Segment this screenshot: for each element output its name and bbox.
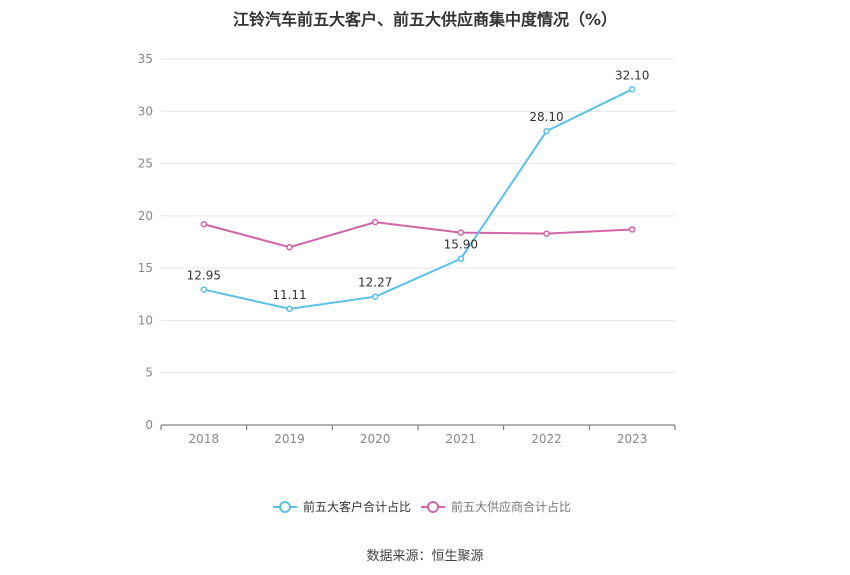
data-label: 12.27 — [358, 276, 392, 290]
x-tick-label: 2023 — [617, 432, 648, 446]
data-label: 12.95 — [187, 269, 221, 283]
x-tick-label: 2022 — [531, 432, 562, 446]
series-line — [203, 88, 633, 310]
x-tick-label: 2021 — [446, 432, 477, 446]
y-tick-label: 20 — [138, 209, 153, 223]
data-labels: 12.95 11.11 12.27 15.90 28.10 32.10 — [187, 68, 650, 301]
data-label: 32.10 — [615, 68, 649, 82]
y-tick-label: 25 — [138, 157, 153, 171]
legend-label[interactable]: 前五大供应商合计占比 — [451, 499, 571, 514]
x-tick-label: 2018 — [189, 432, 220, 446]
data-point[interactable] — [371, 293, 379, 300]
data-point[interactable] — [543, 230, 550, 237]
data-label: 11.11 — [272, 288, 306, 302]
data-label: 15.90 — [444, 238, 478, 252]
y-tick-label: 5 — [145, 366, 153, 380]
legend-marker[interactable] — [279, 501, 291, 513]
data-point[interactable] — [457, 255, 465, 262]
axes: 0 5 10 15 20 25 30 35 2018 2019 2020 2021 2022 2023 — [138, 52, 676, 446]
legend: 前五大客户合计占比 前五大供应商合计占比 — [273, 499, 571, 514]
data-point[interactable] — [543, 127, 550, 135]
y-tick-label: 15 — [138, 261, 153, 275]
data-source: 数据来源：恒生聚源 — [366, 549, 484, 564]
x-tick-label: 2019 — [274, 432, 305, 446]
chart-title: 江铃汽车前五大客户、前五大供应商集中度情况（%） — [232, 10, 618, 29]
legend-label[interactable]: 前五大客户合计占比 — [303, 499, 411, 514]
data-point[interactable] — [286, 305, 293, 313]
data-point[interactable] — [457, 229, 465, 236]
data-point[interactable] — [371, 218, 379, 226]
x-tick-label: 2020 — [360, 432, 391, 446]
data-point[interactable] — [200, 220, 208, 228]
data-point[interactable] — [628, 86, 636, 93]
grid-lines — [161, 58, 675, 374]
series-lines — [200, 86, 636, 313]
data-point[interactable] — [286, 243, 293, 251]
y-tick-label: 30 — [138, 104, 153, 118]
legend-marker[interactable] — [427, 501, 439, 513]
data-point[interactable] — [200, 286, 208, 293]
y-tick-label: 35 — [138, 52, 153, 66]
y-tick-label: 10 — [138, 313, 153, 327]
series-line — [203, 221, 633, 249]
y-tick-label: 0 — [145, 418, 153, 432]
data-point[interactable] — [628, 226, 636, 233]
data-label: 28.10 — [529, 110, 563, 124]
